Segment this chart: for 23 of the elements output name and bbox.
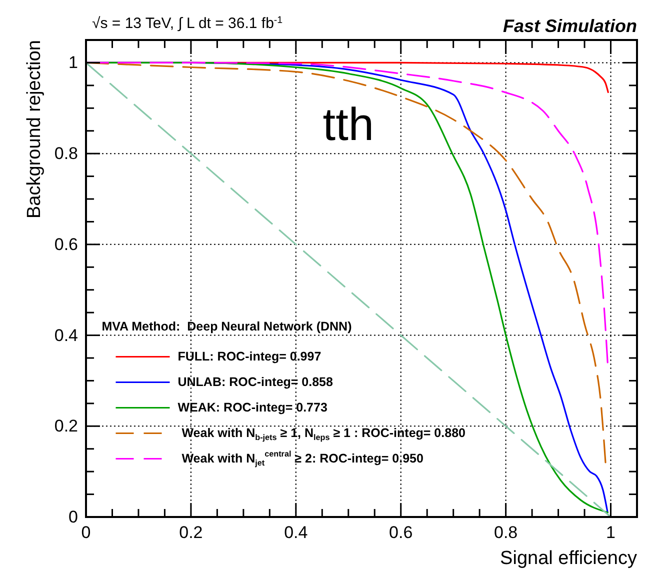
y-tick-label: 0.6 xyxy=(54,234,78,254)
text: √s = 13 TeV, ∫ L dt = 36.1 fb$^{-1}$ xyxy=(92,14,283,32)
x-tick-label: 0.8 xyxy=(494,523,518,542)
y-tick-label: 0.8 xyxy=(54,144,78,164)
legend-label: FULL: ROC-integ= 0.997 xyxy=(178,350,322,364)
x-tick-label: 1 xyxy=(606,523,616,542)
x-tick-label: 0.6 xyxy=(389,523,413,542)
annotation: tth xyxy=(322,98,374,150)
legend-label: UNLAB: ROC-integ= 0.858 xyxy=(178,375,334,390)
y-tick-label: 0 xyxy=(68,508,78,526)
y-tick-label: 1 xyxy=(68,53,78,72)
legend-title: MVA Method: Deep Neural Network (DNN) xyxy=(102,320,352,334)
legend-label: Weak with N$_{jet}$$^{central}$ ≥ 2: ROC-integ= 0.950 xyxy=(182,450,424,468)
legend-label: WEAK: ROC-integ= 0.773 xyxy=(178,400,328,415)
x-tick-label: 0 xyxy=(81,523,91,542)
text: Fast Simulation xyxy=(502,16,638,36)
y-axis-title: Background rejection xyxy=(24,40,45,218)
x-tick-label: 0.2 xyxy=(179,523,203,542)
y-tick-label: 0.2 xyxy=(54,416,78,436)
x-axis-title: Signal efficiency xyxy=(500,548,638,569)
legend-label: Weak with N$_{b-jets}$ ≥ 1, N$_{leps}$ ≥ 1 : ROC-integ= 0.880 xyxy=(182,426,466,442)
y-tick-label: 0.4 xyxy=(54,326,78,345)
x-tick-label: 0.4 xyxy=(284,523,308,542)
